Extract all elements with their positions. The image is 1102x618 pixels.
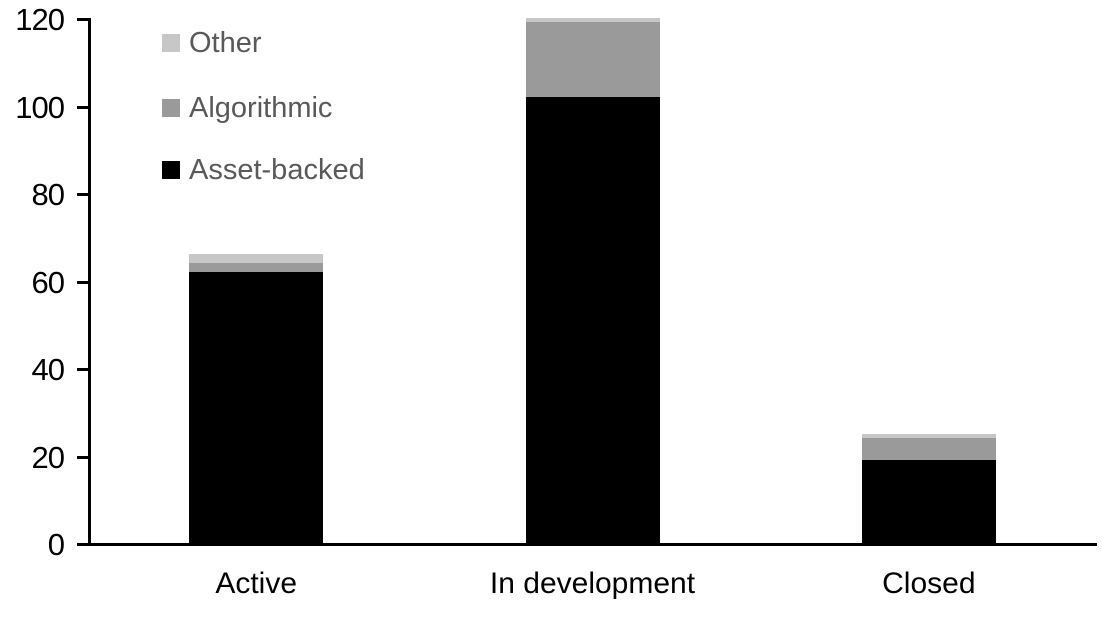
y-tick-label-120: 120 (15, 2, 65, 37)
legend-label-algorithmic: Algorithmic (189, 92, 333, 124)
bar-segment-other-in-development (525, 18, 660, 23)
bar-segment-other-active (189, 254, 324, 263)
legend-swatch-asset-backed (162, 161, 180, 179)
legend-item-other: Other (162, 28, 262, 58)
y-tick-mark-80 (77, 193, 88, 196)
y-tick-label-100: 100 (15, 89, 65, 125)
bar-segment-algorithmic-closed (861, 438, 996, 460)
legend-item-algorithmic: Algorithmic (162, 93, 332, 123)
bar-segment-other-closed (861, 433, 996, 438)
y-tick-mark-40 (77, 368, 88, 371)
y-axis-line (88, 18, 91, 546)
y-tick-label-80: 80 (31, 177, 65, 212)
x-label-active: Active (215, 567, 298, 600)
bar-segment-algorithmic-active (189, 263, 324, 272)
bar-segment-asset-backed-active (189, 271, 324, 543)
legend-swatch-other (162, 34, 180, 52)
y-tick-mark-0 (77, 543, 88, 546)
y-tick-mark-60 (77, 280, 88, 284)
x-label-in-development: In development (489, 567, 696, 600)
y-tick-label-40: 40 (31, 352, 65, 387)
y-tick-label-60: 60 (31, 264, 65, 300)
legend-swatch-algorithmic (162, 99, 180, 117)
y-tick-mark-120 (77, 18, 88, 21)
bar-segment-asset-backed-in-development (525, 96, 660, 543)
legend-label-asset-backed: Asset-backed (189, 154, 365, 186)
y-tick-mark-20 (77, 455, 88, 459)
legend-label-other: Other (189, 27, 262, 59)
y-tick-label-20: 20 (31, 439, 65, 475)
bar-segment-asset-backed-closed (861, 459, 996, 543)
legend-item-asset-backed: Asset-backed (162, 155, 365, 185)
y-tick-mark-100 (77, 105, 88, 109)
x-label-closed: Closed (882, 567, 976, 600)
x-axis-line (88, 543, 1097, 546)
bar-segment-algorithmic-in-development (525, 22, 660, 97)
y-tick-label-0: 0 (47, 527, 65, 562)
